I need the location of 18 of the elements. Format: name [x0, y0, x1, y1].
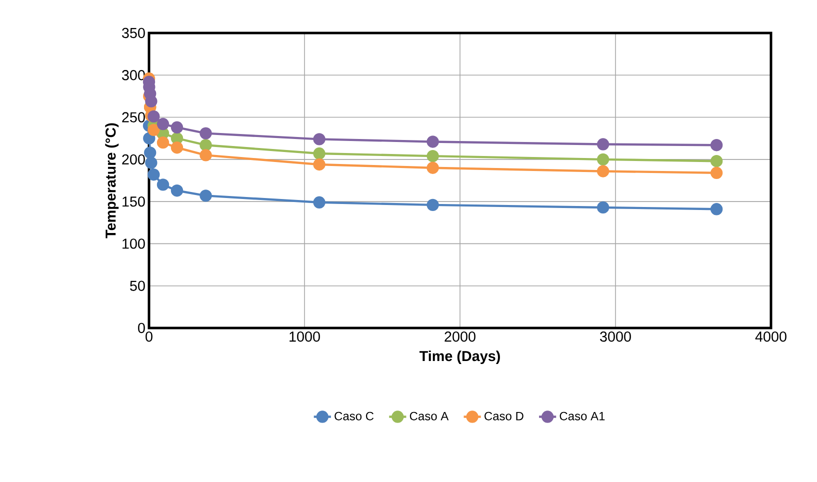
x-tick-label: 4000: [755, 332, 786, 342]
x-tick-label: 2000: [444, 332, 476, 342]
x-tick-label: 3000: [600, 332, 631, 342]
legend-label: Caso A1: [560, 412, 605, 420]
x-tick-label: 1000: [290, 332, 320, 342]
y-axis-title: Temperature (°C): [105, 123, 119, 238]
legend-label: Caso D: [484, 412, 524, 420]
y-tick-label: 350: [122, 28, 145, 38]
y-tick-label: 200: [122, 154, 145, 165]
y-tick-label: 150: [122, 196, 145, 207]
y-tick-label: 100: [122, 238, 145, 249]
y-tick-label: 250: [122, 112, 145, 122]
x-axis-title: Time (Days): [419, 350, 500, 364]
x-tick-label: 0: [146, 332, 152, 342]
y-tick-label: 0: [138, 322, 145, 334]
legend-label: Caso A: [410, 412, 449, 420]
y-tick-label: 50: [130, 280, 145, 291]
legend-label: Caso C: [334, 412, 374, 420]
